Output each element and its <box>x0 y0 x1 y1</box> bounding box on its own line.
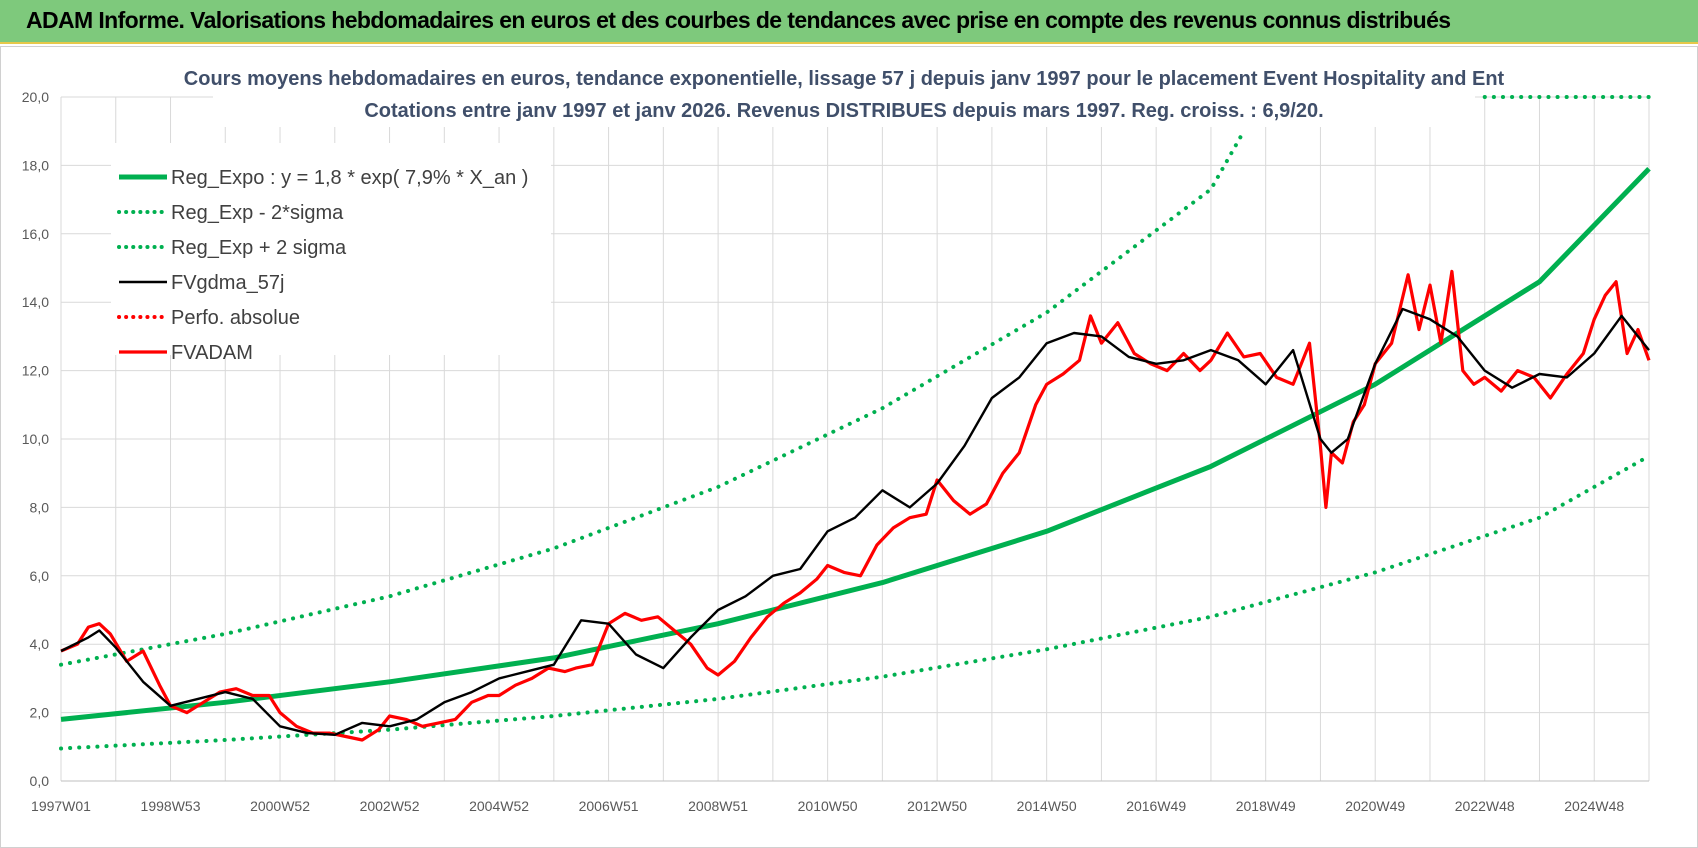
series-line-0 <box>60 167 1651 722</box>
page-title: ADAM Informe. Valorisations hebdomadaire… <box>26 7 1451 33</box>
y-tick-label: 20,0 <box>22 89 49 105</box>
x-tick-label: 2014W50 <box>1017 798 1077 814</box>
legend-label: Reg_Exp - 2*sigma <box>171 202 344 224</box>
x-tick-label: 2022W48 <box>1455 798 1515 814</box>
y-tick-label: 2,0 <box>30 705 50 721</box>
x-axis-ticks: 1997W01 1998W53 2000W52 2002W52 2004W52 2006W… <box>31 798 1624 814</box>
y-tick-label: 10,0 <box>22 431 49 447</box>
x-tick-label: 2008W51 <box>688 798 748 814</box>
y-tick-label: 12,0 <box>22 363 49 379</box>
chart-subtitle: Cotations entre janv 1997 et janv 2026. … <box>364 100 1323 122</box>
x-tick-label: 2020W49 <box>1345 798 1405 814</box>
x-tick-label: 2004W52 <box>469 798 529 814</box>
series-layer <box>59 95 1651 751</box>
legend: Reg_Expo : y = 1,8 * exp( 7,9% * X_an ) R… <box>111 143 551 364</box>
y-axis-ticks: 0,0 2,0 4,0 6,0 8,0 10,0 12,0 14,0 16,0 18,0 20,0 <box>22 89 49 789</box>
x-tick-label: 2010W50 <box>798 798 858 814</box>
y-tick-label: 14,0 <box>22 294 49 310</box>
legend-label: Reg_Expo : y = 1,8 * exp( 7,9% * X_an ) <box>171 167 528 189</box>
x-tick-label: 2018W49 <box>1236 798 1296 814</box>
legend-label: FVADAM <box>171 342 253 364</box>
x-tick-label: 1997W01 <box>31 798 91 814</box>
x-tick-label: 2016W49 <box>1126 798 1186 814</box>
y-tick-label: 8,0 <box>30 499 50 515</box>
y-tick-label: 18,0 <box>22 157 49 173</box>
y-tick-label: 4,0 <box>30 636 50 652</box>
x-tick-label: 2024W48 <box>1564 798 1624 814</box>
legend-label: FVgdma_57j <box>171 272 284 294</box>
chart-title-block: Cours moyens hebdomadaires en euros, ten… <box>184 63 1505 127</box>
y-tick-label: 6,0 <box>30 568 50 584</box>
legend-label: Reg_Exp + 2 sigma <box>171 237 347 259</box>
x-tick-label: 2000W52 <box>250 798 310 814</box>
title-banner: ADAM Informe. Valorisations hebdomadaire… <box>0 0 1698 44</box>
x-tick-label: 2006W51 <box>579 798 639 814</box>
x-tick-label: 1998W53 <box>141 798 201 814</box>
chart-frame: 0,0 2,0 4,0 6,0 8,0 10,0 12,0 14,0 16,0 18,0 20,0 … <box>0 46 1698 848</box>
legend-background <box>111 143 551 355</box>
x-tick-label: 2012W50 <box>907 798 967 814</box>
title-background <box>213 63 1475 127</box>
x-tick-label: 2002W52 <box>360 798 420 814</box>
series-line-1 <box>59 454 1651 751</box>
y-tick-label: 0,0 <box>30 773 50 789</box>
series-line-3 <box>60 307 1650 736</box>
legend-label: Perfo. absolue <box>171 307 300 329</box>
chart-title: Cours moyens hebdomadaires en euros, ten… <box>184 68 1505 90</box>
series-line-2 <box>59 129 1246 667</box>
chart-area: 0,02,04,06,08,010,012,014,016,018,020,0 … <box>22 63 1651 814</box>
y-tick-label: 16,0 <box>22 226 49 242</box>
